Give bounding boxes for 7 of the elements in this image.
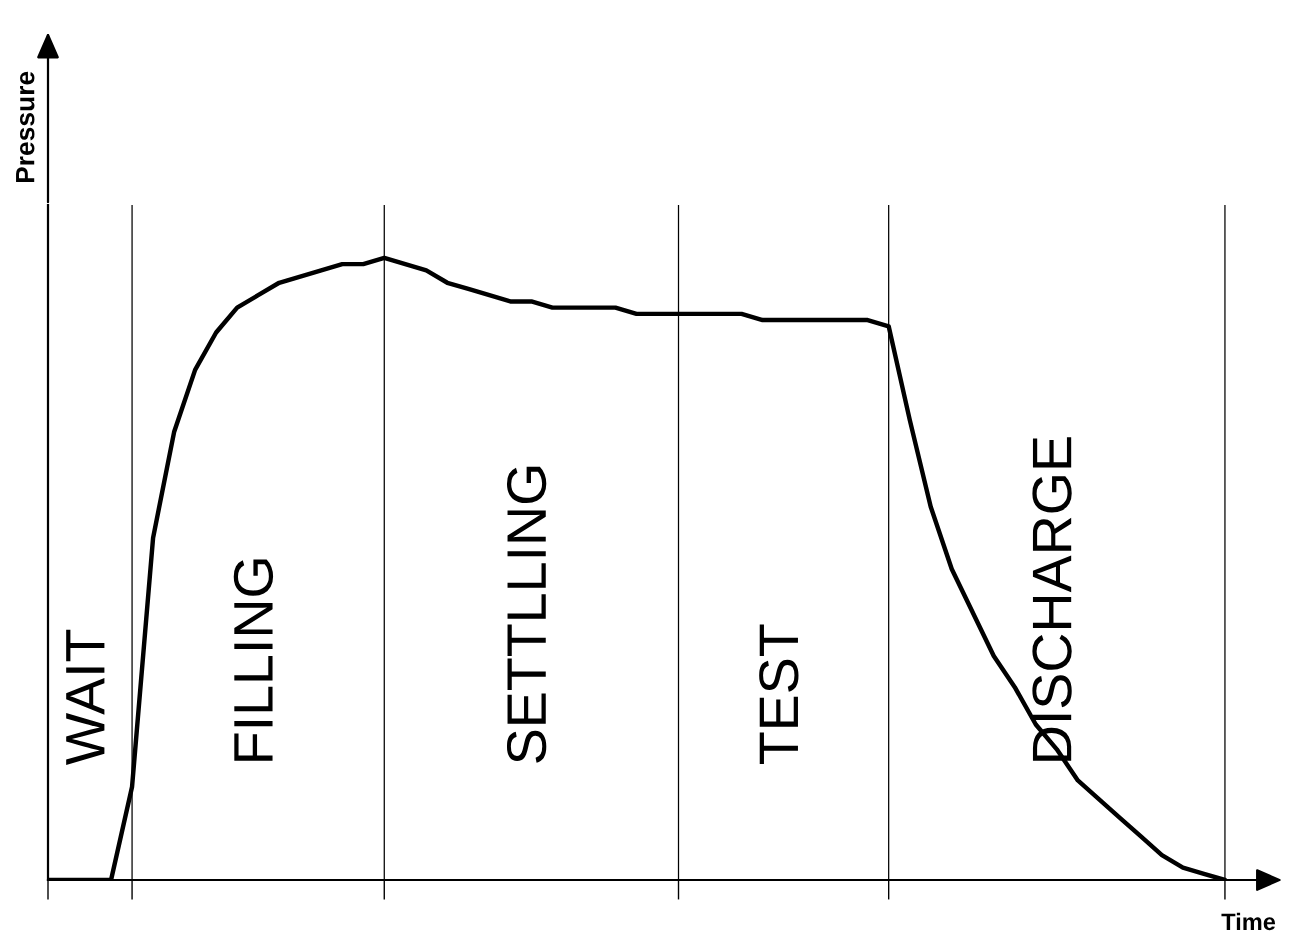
- annotation: SETTLLING: [506, 466, 547, 763]
- annotation: TEST: [759, 624, 799, 764]
- y-axis-title: Pressure: [16, 71, 35, 183]
- annotation: WAIT: [66, 629, 105, 766]
- x-axis-title: Time: [1221, 912, 1276, 931]
- annotation: FILLING: [233, 559, 274, 761]
- annotation: DISCHARGE: [1032, 437, 1072, 761]
